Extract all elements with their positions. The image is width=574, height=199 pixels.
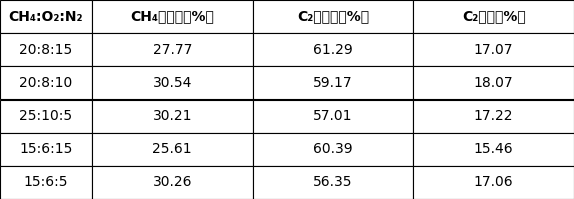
Bar <box>413 133 574 166</box>
Text: C₂选择性（%）: C₂选择性（%） <box>297 10 369 24</box>
Bar <box>253 166 413 199</box>
Text: 30.21: 30.21 <box>153 109 192 123</box>
Bar <box>0 33 92 66</box>
Text: 56.35: 56.35 <box>313 175 352 189</box>
Bar <box>92 0 253 33</box>
Bar <box>0 0 92 33</box>
Text: 60.39: 60.39 <box>313 142 353 156</box>
Text: 25.61: 25.61 <box>152 142 192 156</box>
Text: CH₄:O₂:N₂: CH₄:O₂:N₂ <box>9 10 83 24</box>
Text: C₂收率（%）: C₂收率（%） <box>461 10 526 24</box>
Bar <box>0 100 92 133</box>
Text: 17.07: 17.07 <box>474 43 513 57</box>
Text: 59.17: 59.17 <box>313 76 353 90</box>
Text: 30.54: 30.54 <box>153 76 192 90</box>
Bar <box>253 100 413 133</box>
Text: 15.46: 15.46 <box>474 142 514 156</box>
Text: 15:6:5: 15:6:5 <box>24 175 68 189</box>
Bar <box>413 100 574 133</box>
Bar <box>92 133 253 166</box>
Bar <box>0 133 92 166</box>
Bar <box>413 166 574 199</box>
Text: 17.06: 17.06 <box>474 175 514 189</box>
Bar <box>253 133 413 166</box>
Bar <box>253 33 413 66</box>
Bar <box>413 66 574 100</box>
Bar <box>92 166 253 199</box>
Bar <box>253 0 413 33</box>
Text: 20:8:15: 20:8:15 <box>20 43 72 57</box>
Text: 17.22: 17.22 <box>474 109 513 123</box>
Text: 15:6:15: 15:6:15 <box>20 142 72 156</box>
Text: 18.07: 18.07 <box>474 76 514 90</box>
Text: CH₄转化率（%）: CH₄转化率（%） <box>130 10 214 24</box>
Text: 25:10:5: 25:10:5 <box>20 109 72 123</box>
Bar <box>413 33 574 66</box>
Bar <box>253 66 413 100</box>
Text: 30.26: 30.26 <box>153 175 192 189</box>
Bar <box>92 66 253 100</box>
Bar <box>413 0 574 33</box>
Bar <box>92 100 253 133</box>
Text: 20:8:10: 20:8:10 <box>20 76 72 90</box>
Bar <box>0 166 92 199</box>
Bar <box>92 33 253 66</box>
Text: 57.01: 57.01 <box>313 109 352 123</box>
Text: 27.77: 27.77 <box>153 43 192 57</box>
Text: 61.29: 61.29 <box>313 43 353 57</box>
Bar <box>0 66 92 100</box>
